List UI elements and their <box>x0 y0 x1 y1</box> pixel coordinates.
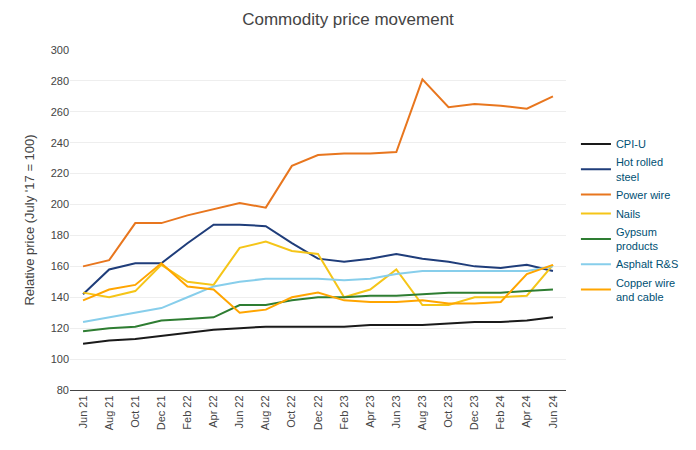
svg-text:Jun 24: Jun 24 <box>547 395 559 428</box>
svg-text:140: 140 <box>51 291 69 303</box>
svg-text:240: 240 <box>51 137 69 149</box>
svg-text:Apr 22: Apr 22 <box>207 395 219 427</box>
svg-text:220: 220 <box>51 167 69 179</box>
svg-text:Jun 22: Jun 22 <box>233 395 245 428</box>
svg-text:CPI-U: CPI-U <box>616 138 646 150</box>
svg-text:100: 100 <box>51 353 69 365</box>
svg-text:200: 200 <box>51 198 69 210</box>
svg-text:180: 180 <box>51 229 69 241</box>
svg-text:160: 160 <box>51 260 69 272</box>
svg-text:Aug 22: Aug 22 <box>259 395 271 430</box>
svg-text:Aug 23: Aug 23 <box>416 395 428 430</box>
svg-text:Nails: Nails <box>616 208 641 220</box>
svg-text:80: 80 <box>57 384 69 396</box>
svg-text:Feb 23: Feb 23 <box>338 395 350 429</box>
svg-text:300: 300 <box>51 44 69 56</box>
svg-text:Hot rolledsteel: Hot rolledsteel <box>616 156 663 182</box>
svg-text:Relative price (July '17 = 100: Relative price (July '17 = 100) <box>22 134 37 305</box>
svg-text:Power wire: Power wire <box>616 189 670 201</box>
svg-text:Feb 22: Feb 22 <box>181 395 193 429</box>
svg-text:Apr 24: Apr 24 <box>520 395 532 427</box>
svg-text:Jun 23: Jun 23 <box>390 395 402 428</box>
svg-text:280: 280 <box>51 75 69 87</box>
svg-text:Oct 23: Oct 23 <box>442 395 454 427</box>
svg-text:Commodity price movement: Commodity price movement <box>242 10 454 29</box>
svg-text:Aug 21: Aug 21 <box>103 395 115 430</box>
svg-text:120: 120 <box>51 322 69 334</box>
svg-text:Oct 22: Oct 22 <box>285 395 297 427</box>
svg-text:Asphalt R&S: Asphalt R&S <box>616 258 678 270</box>
svg-text:Dec 23: Dec 23 <box>468 395 480 430</box>
svg-text:Dec 22: Dec 22 <box>312 395 324 430</box>
svg-text:Oct 21: Oct 21 <box>129 395 141 427</box>
svg-text:Copper wireand cable: Copper wireand cable <box>616 277 675 303</box>
svg-text:Gypsumproducts: Gypsumproducts <box>616 226 659 252</box>
svg-text:Dec 21: Dec 21 <box>155 395 167 430</box>
svg-text:260: 260 <box>51 106 69 118</box>
svg-text:Apr 23: Apr 23 <box>364 395 376 427</box>
svg-text:Jun 21: Jun 21 <box>77 395 89 428</box>
svg-text:Feb 24: Feb 24 <box>494 395 506 429</box>
